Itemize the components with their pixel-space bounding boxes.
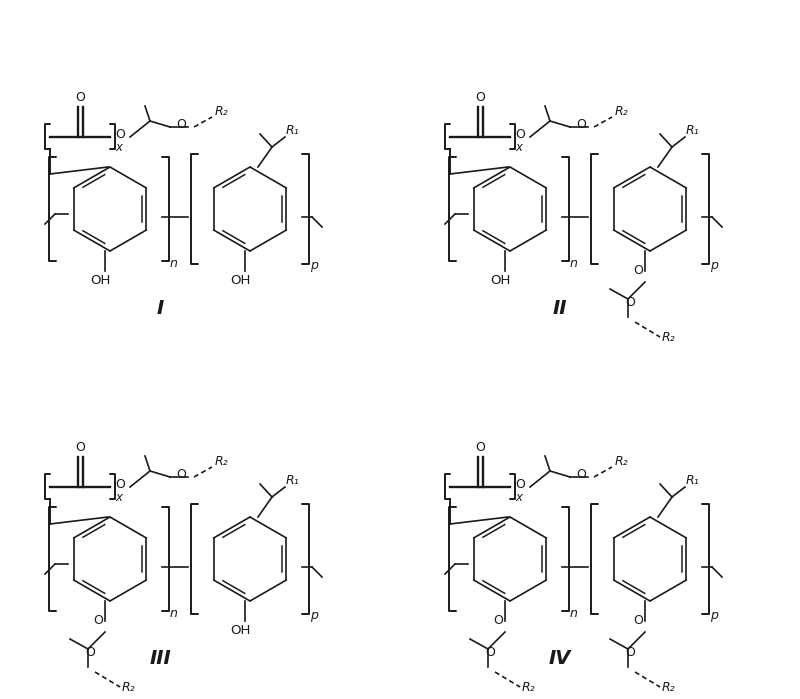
Text: p: p [710, 259, 718, 272]
Text: O: O [485, 646, 495, 659]
Text: O: O [625, 646, 635, 659]
Text: O: O [75, 441, 85, 454]
Text: R₁: R₁ [686, 474, 700, 487]
Text: R₂: R₂ [662, 681, 676, 694]
Text: OH: OH [230, 624, 250, 637]
Text: O: O [475, 441, 485, 454]
Text: I: I [156, 299, 164, 318]
Text: n: n [170, 257, 178, 270]
Text: R₁: R₁ [686, 124, 700, 137]
Text: x: x [115, 491, 122, 504]
Text: O: O [115, 477, 125, 491]
Text: p: p [710, 609, 718, 622]
Text: O: O [515, 477, 525, 491]
Text: R₁: R₁ [286, 124, 300, 137]
Text: O: O [176, 119, 186, 131]
Text: O: O [493, 614, 503, 627]
Text: O: O [85, 646, 95, 659]
Text: O: O [576, 468, 586, 482]
Text: OH: OH [490, 274, 510, 287]
Text: O: O [176, 468, 186, 482]
Text: O: O [625, 296, 635, 309]
Text: p: p [310, 609, 318, 622]
Text: O: O [475, 91, 485, 104]
Text: n: n [170, 607, 178, 620]
Text: n: n [570, 607, 578, 620]
Text: R₁: R₁ [286, 474, 300, 487]
Text: R₂: R₂ [215, 105, 229, 118]
Text: R₂: R₂ [122, 681, 136, 694]
Text: x: x [115, 141, 122, 154]
Text: OH: OH [90, 274, 110, 287]
Text: R₂: R₂ [662, 331, 676, 344]
Text: O: O [93, 614, 103, 627]
Text: R₂: R₂ [522, 681, 536, 694]
Text: OH: OH [230, 274, 250, 287]
Text: O: O [75, 91, 85, 104]
Text: III: III [149, 649, 171, 668]
Text: x: x [515, 141, 522, 154]
Text: R₂: R₂ [615, 105, 629, 118]
Text: O: O [115, 127, 125, 140]
Text: R₂: R₂ [615, 455, 629, 468]
Text: R₂: R₂ [215, 455, 229, 468]
Text: O: O [633, 614, 643, 627]
Text: x: x [515, 491, 522, 504]
Text: O: O [576, 119, 586, 131]
Text: n: n [570, 257, 578, 270]
Text: IV: IV [549, 649, 571, 668]
Text: O: O [633, 264, 643, 277]
Text: O: O [515, 127, 525, 140]
Text: II: II [553, 299, 567, 318]
Text: p: p [310, 259, 318, 272]
